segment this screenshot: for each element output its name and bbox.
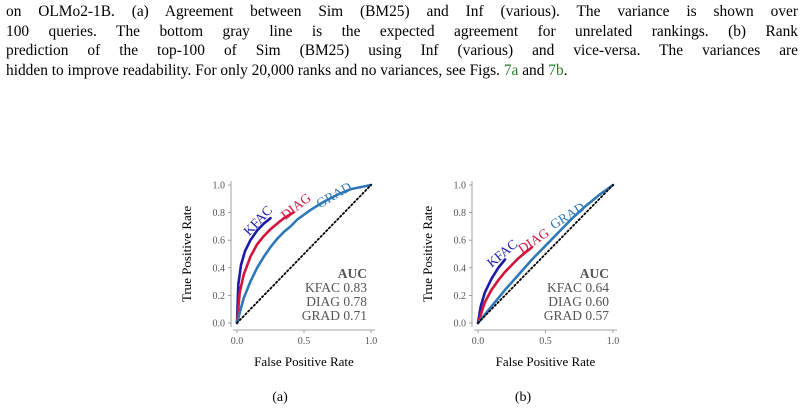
y-axis-label: True Positive Rate xyxy=(420,206,435,303)
series-line-grad xyxy=(235,183,373,325)
auc-value: KFAC 0.83 xyxy=(305,280,367,295)
auc-title: AUC xyxy=(338,266,367,281)
series-line-diag xyxy=(235,211,295,325)
series-label-grad: GRAD xyxy=(314,179,355,211)
series-label-diag: DIAG xyxy=(278,190,314,223)
y-tick-label: 0.8 xyxy=(454,208,467,219)
figure-caption: on OLMo2-1B. (a) Agreement between Sim (… xyxy=(6,2,798,80)
auc-value: KFAC 0.64 xyxy=(547,280,609,295)
y-tick-label: 0.8 xyxy=(213,208,226,219)
x-tick-label: 0.5 xyxy=(539,336,552,347)
y-tick-label: 0.2 xyxy=(454,291,467,302)
subfigure-label-a: (a) xyxy=(272,390,288,405)
series-line-kfac xyxy=(476,258,507,325)
series-label-diag: DIAG xyxy=(515,225,552,256)
auc-title: AUC xyxy=(580,266,609,281)
x-axis-label: False Positive Rate xyxy=(496,354,596,369)
series-label-grad: GRAD xyxy=(547,199,588,232)
y-tick-label: 0.0 xyxy=(213,319,226,330)
caption-line-1: on OLMo2-1B. (a) Agreement between Sim (… xyxy=(6,3,798,20)
x-tick-label: 1.0 xyxy=(365,336,378,347)
series-line-grad xyxy=(476,183,615,325)
x-tick-label: 1.0 xyxy=(607,336,620,347)
caption-line-2: 100 queries. The bottom gray line is the… xyxy=(6,22,798,40)
roc-panel-b: 0.0 0.2 0.4 0.6 0.8 1.0 0.0 0.5 1.0 False Positiv… xyxy=(420,181,619,370)
y-tick-label: 0.0 xyxy=(454,319,467,330)
series-label-kfac: KFAC xyxy=(240,203,275,239)
caption-line-4: hidden to improve readability. For only … xyxy=(6,61,798,81)
caption-line-4-text: hidden to improve readability. For only … xyxy=(6,61,504,79)
auc-value: DIAG 0.60 xyxy=(548,294,609,309)
y-tick-label: 0.6 xyxy=(454,236,467,247)
figure-ref-7a[interactable]: 7a xyxy=(503,61,519,79)
caption-and: and xyxy=(518,61,549,79)
caption-line-3: prediction of the top-100 of Sim (BM25) … xyxy=(6,42,798,60)
x-tick-label: 0.0 xyxy=(472,336,485,347)
y-tick-label: 0.2 xyxy=(213,291,226,302)
caption-period: . xyxy=(563,61,568,79)
roc-panel-a: 0.0 0.2 0.4 0.6 0.8 1.0 0.0 0.5 1.0 False Positiv… xyxy=(179,179,377,369)
auc-value: GRAD 0.57 xyxy=(544,308,610,323)
y-tick-label: 0.4 xyxy=(454,263,467,274)
x-tick-label: 0.0 xyxy=(231,336,244,347)
figure-ref-7b[interactable]: 7b xyxy=(548,61,564,79)
y-tick-label: 1.0 xyxy=(454,181,467,192)
series-line-random xyxy=(477,184,614,324)
y-tick-label: 0.4 xyxy=(213,263,226,274)
series-line-random xyxy=(236,184,372,324)
x-axis-label: False Positive Rate xyxy=(254,354,354,369)
auc-value: DIAG 0.78 xyxy=(306,294,367,309)
x-tick-label: 0.5 xyxy=(298,336,311,347)
subfigure-label-b: (b) xyxy=(515,390,532,405)
auc-value: GRAD 0.71 xyxy=(302,308,367,323)
y-tick-label: 1.0 xyxy=(213,181,226,192)
series-label-kfac: KFAC xyxy=(484,236,520,270)
y-tick-label: 0.6 xyxy=(213,236,226,247)
series-line-kfac xyxy=(235,216,272,325)
series-line-diag xyxy=(476,245,534,325)
y-axis-label: True Positive Rate xyxy=(179,206,194,303)
